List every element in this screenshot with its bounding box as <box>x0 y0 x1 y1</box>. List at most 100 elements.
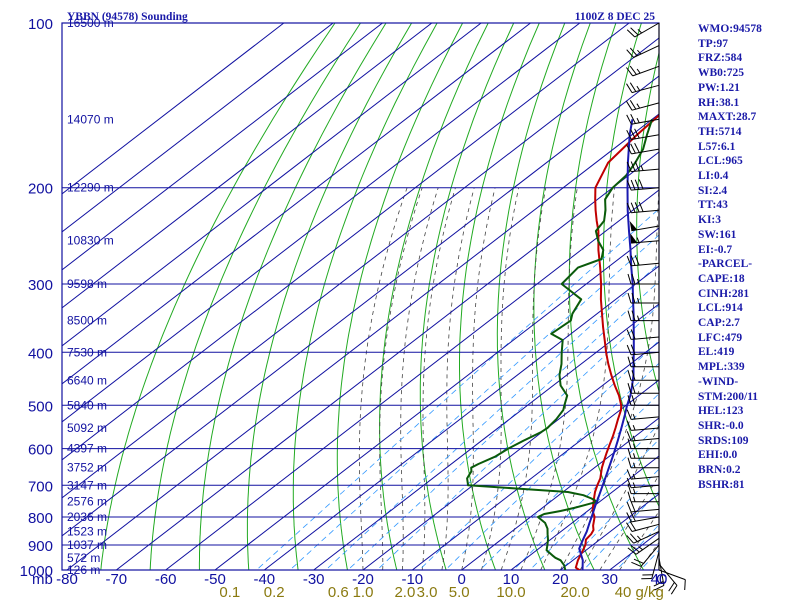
wind-barb <box>627 273 659 285</box>
index-item: EI:-0.7 <box>698 243 733 256</box>
mixing-ratio-label: 0.2 <box>264 584 285 600</box>
mixing-ratio-label: 2.0 <box>394 584 415 600</box>
temperature-tick-label: 10 <box>503 571 520 588</box>
height-label: 2576 m <box>67 495 107 509</box>
wind-barb <box>626 409 660 420</box>
temperature-tick-label: -40 <box>253 571 275 588</box>
index-item: SHR:-0.0 <box>698 419 744 432</box>
isotherm-line <box>214 227 659 570</box>
isotherm-line <box>362 341 659 570</box>
wind-barb <box>627 356 659 368</box>
wind-barb <box>626 329 660 340</box>
index-item: TT:43 <box>698 199 728 212</box>
isotherm-line <box>62 23 630 461</box>
pressure-tick-label: 200 <box>28 181 53 198</box>
pressure-tick-label: 500 <box>28 398 53 415</box>
wind-barb <box>627 383 659 394</box>
height-label: 572 m <box>67 551 100 565</box>
moist-adiabat-line <box>619 510 659 570</box>
mixing-ratio-line <box>479 393 659 570</box>
isotherm-line <box>62 23 482 347</box>
index-item: KI:3 <box>698 214 721 227</box>
pressure-tick-label: 900 <box>28 538 53 555</box>
dry-adiabat-line <box>100 23 336 570</box>
wind-barb <box>626 201 660 214</box>
isotherm-line <box>313 303 659 570</box>
wind-barb <box>626 113 660 125</box>
index-item: MPL:339 <box>698 361 745 374</box>
isotherm-line <box>263 265 659 570</box>
dry-adiabat-line <box>198 23 387 570</box>
dry-adiabat-line <box>246 23 413 570</box>
index-item: BRN:0.2 <box>698 464 741 477</box>
wind-barb <box>658 563 678 595</box>
mixing-ratio-label: 40 g/kg <box>615 584 664 600</box>
pressure-tick-label: 300 <box>28 277 53 294</box>
index-item: EHI:0.0 <box>698 449 738 462</box>
y-axis-unit: mb <box>32 571 53 588</box>
dry-adiabat-line <box>336 23 464 570</box>
temperature-tick-label: 30 <box>601 571 618 588</box>
dry-adiabat-line <box>636 50 659 394</box>
pressure-tick-label: 600 <box>28 442 53 459</box>
wind-barb <box>626 431 660 442</box>
wind-barb <box>626 511 660 523</box>
mixing-ratio-label: 10.0 <box>496 584 525 600</box>
height-label: 5840 m <box>67 398 107 412</box>
wind-barb <box>626 45 660 58</box>
wind-barb <box>627 370 659 381</box>
temperature-tick-label: 20 <box>552 571 569 588</box>
sounding-indices-panel: WMO:94578 TP:97 FRZ:584 WB0:725 PW:1.21 RH:38… <box>698 22 798 493</box>
isotherm-line <box>510 455 659 570</box>
wind-barb <box>627 310 659 322</box>
isotherm-line <box>62 23 581 423</box>
temperature-tick-label: -30 <box>303 571 325 588</box>
index-item: EL:419 <box>698 346 735 359</box>
wind-barb <box>626 530 660 544</box>
wind-barb <box>627 491 659 503</box>
temperature-tick-label: 0 <box>458 571 466 588</box>
x-axis-unit: C <box>656 571 667 588</box>
isotherm-line <box>62 23 531 385</box>
wind-barb <box>627 448 659 459</box>
height-label: 6640 m <box>67 373 107 387</box>
wind-barb <box>626 65 660 77</box>
index-item: HEL:123 <box>698 405 744 418</box>
temperature-tick-label: -80 <box>56 571 78 588</box>
index-item: RH:38.1 <box>698 96 740 109</box>
temperature-tick-label: -60 <box>155 571 177 588</box>
isotherm-line <box>62 23 383 271</box>
wind-barb <box>626 142 660 155</box>
mixing-ratio-line <box>289 234 659 570</box>
wind-barb <box>627 483 659 495</box>
height-label: 7530 m <box>67 345 107 359</box>
wind-barb <box>631 544 660 567</box>
isotherm-line <box>62 37 659 499</box>
height-label: 16500 m <box>67 16 114 30</box>
index-item: MAXT:28.7 <box>698 111 757 124</box>
valid-time: 1100Z 8 DEC 25 <box>575 11 655 23</box>
height-label: 14070 m <box>67 112 114 126</box>
pressure-tick-label: 100 <box>28 16 53 33</box>
chart-title: YBBN (94578) Sounding <box>67 11 188 23</box>
isotherm-line <box>62 23 285 195</box>
index-item: L57:6.1 <box>698 140 736 153</box>
dry-adiabat-line <box>568 23 645 570</box>
wind-barb <box>630 233 660 244</box>
mixing-ratio-line <box>347 280 659 570</box>
index-item: PW:1.21 <box>698 81 740 94</box>
pressure-tick-label: 700 <box>28 478 53 495</box>
wind-barb <box>627 537 660 555</box>
temperature-tick-label: -50 <box>204 571 226 588</box>
mixing-ratio-label: 0.1 <box>219 584 240 600</box>
mixing-ratio-label: 0.6 <box>328 584 349 600</box>
height-label: 8500 m <box>67 314 107 328</box>
index-item: TH:5714 <box>698 125 742 138</box>
wind-barb <box>629 221 660 232</box>
index-item: SRDS:109 <box>698 434 749 447</box>
moist-adiabat-line <box>520 187 578 570</box>
wind-barb <box>627 395 659 406</box>
height-label: 3147 m <box>67 478 107 492</box>
wind-barb <box>653 557 665 591</box>
